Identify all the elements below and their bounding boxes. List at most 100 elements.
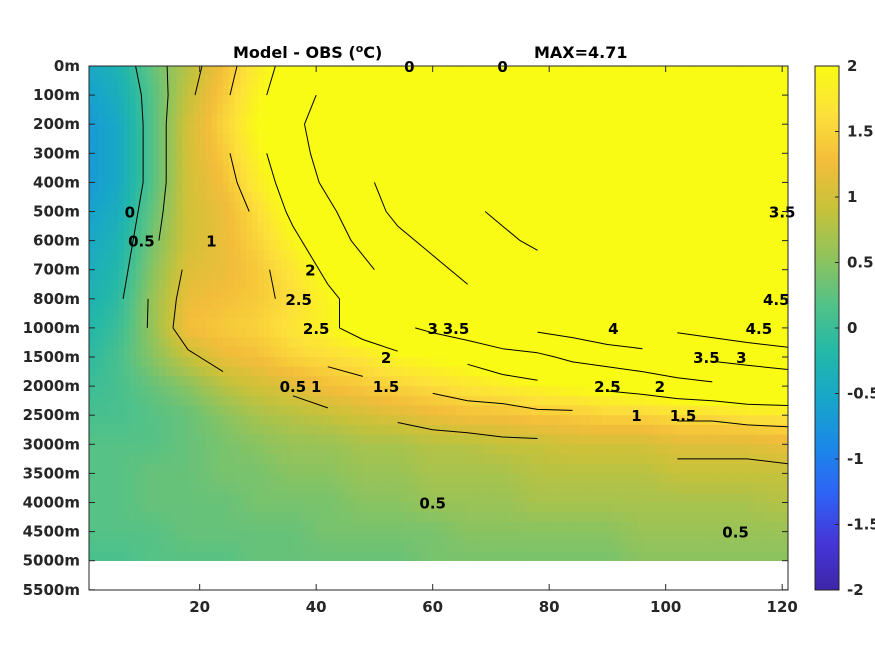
heatmap-cell	[543, 289, 550, 300]
heatmap-cell	[103, 405, 110, 416]
heatmap-cell	[636, 337, 643, 348]
heatmap-cell	[188, 318, 195, 329]
heatmap-cell	[677, 279, 684, 290]
heatmap-cell	[630, 405, 638, 416]
heatmap-cell	[525, 347, 533, 358]
heatmap-cell	[415, 318, 422, 329]
heatmap-cell	[234, 153, 242, 164]
heatmap-cell	[767, 172, 776, 183]
heatmap-cell	[421, 454, 428, 465]
heatmap-cell	[217, 454, 224, 465]
heatmap-cell	[327, 463, 335, 474]
heatmap-cell	[735, 327, 742, 339]
heatmap-cell	[188, 308, 195, 319]
heatmap-cell	[461, 318, 469, 329]
heatmap-cell	[182, 308, 189, 319]
heatmap-cell	[578, 240, 585, 251]
heatmap-cell	[735, 250, 742, 261]
heatmap-cell	[287, 260, 294, 271]
heatmap-cell	[718, 143, 725, 154]
heatmap-cell	[123, 182, 131, 193]
heatmap-cell	[211, 211, 218, 222]
heatmap-cell	[356, 318, 364, 329]
heatmap-cell	[103, 75, 110, 86]
heatmap-cell	[514, 95, 521, 106]
heatmap-cell	[380, 347, 387, 358]
heatmap-cell	[706, 424, 713, 436]
heatmap-cell	[240, 163, 247, 174]
heatmap-cell	[671, 104, 678, 116]
heatmap-cell	[170, 221, 177, 232]
heatmap-cell	[502, 386, 509, 397]
heatmap-cell	[712, 444, 719, 455]
heatmap-cell	[333, 269, 341, 280]
heatmap-cell	[607, 376, 614, 387]
heatmap-cell	[525, 66, 533, 77]
heatmap-cell	[700, 143, 708, 154]
heatmap-cell	[89, 454, 95, 465]
heatmap-cell	[113, 182, 119, 193]
heatmap-cell	[774, 66, 782, 77]
heatmap-cell	[525, 308, 533, 319]
heatmap-cell	[607, 337, 614, 348]
heatmap-cell	[659, 318, 667, 329]
heatmap-cell	[269, 289, 276, 300]
heatmap-cell	[275, 250, 282, 261]
heatmap-cell	[205, 163, 212, 174]
heatmap-cell	[677, 260, 684, 271]
heatmap-cell	[450, 289, 457, 300]
heatmap-cell	[741, 240, 748, 251]
heatmap-cell	[613, 211, 620, 222]
heatmap-cell	[153, 327, 160, 339]
heatmap-cell	[694, 143, 702, 154]
heatmap-cell	[211, 376, 218, 387]
heatmap-cell	[327, 327, 335, 339]
heatmap-cell	[537, 454, 544, 465]
heatmap-cell	[211, 454, 218, 465]
heatmap-cell	[774, 366, 782, 377]
heatmap-cell	[671, 337, 678, 348]
heatmap-cell	[520, 240, 527, 251]
heatmap-cell	[304, 279, 311, 290]
heatmap-cell	[356, 75, 364, 86]
heatmap-cell	[572, 289, 579, 300]
heatmap-cell	[642, 298, 649, 310]
heatmap-cell	[351, 66, 358, 77]
heatmap-cell	[287, 289, 294, 300]
heatmap-cell	[275, 172, 282, 183]
heatmap-cell	[566, 308, 574, 319]
heatmap-cell	[108, 424, 114, 436]
heatmap-cell	[479, 153, 486, 164]
heatmap-cell	[613, 75, 620, 86]
heatmap-cell	[531, 337, 539, 348]
heatmap-cell	[217, 221, 224, 232]
heatmap-cell	[211, 66, 218, 77]
heatmap-cell	[281, 143, 288, 154]
heatmap-cell	[129, 250, 137, 261]
heatmap-cell	[718, 192, 725, 203]
heatmap-cell	[584, 415, 591, 426]
heatmap-cell	[98, 75, 105, 86]
heatmap-cell	[694, 366, 702, 377]
heatmap-cell	[781, 124, 788, 135]
heatmap-cell	[700, 163, 708, 174]
heatmap-cell	[607, 172, 614, 183]
heatmap-cell	[566, 386, 574, 397]
heatmap-cell	[450, 172, 457, 183]
heatmap-cell	[316, 415, 323, 426]
heatmap-cell	[426, 114, 434, 125]
heatmap-cell	[537, 182, 544, 193]
heatmap-cell	[654, 240, 661, 251]
heatmap-cell	[767, 124, 776, 135]
heatmap-cell	[304, 66, 311, 77]
heatmap-cell	[767, 434, 776, 445]
heatmap-cell	[450, 260, 457, 271]
heatmap-cell	[403, 463, 410, 474]
heatmap-cell	[473, 327, 480, 339]
heatmap-cell	[508, 279, 515, 290]
heatmap-cell	[659, 395, 667, 407]
heatmap-cell	[508, 250, 515, 261]
heatmap-cell	[694, 104, 702, 116]
heatmap-cell	[176, 95, 183, 106]
heatmap-cell	[613, 95, 620, 106]
